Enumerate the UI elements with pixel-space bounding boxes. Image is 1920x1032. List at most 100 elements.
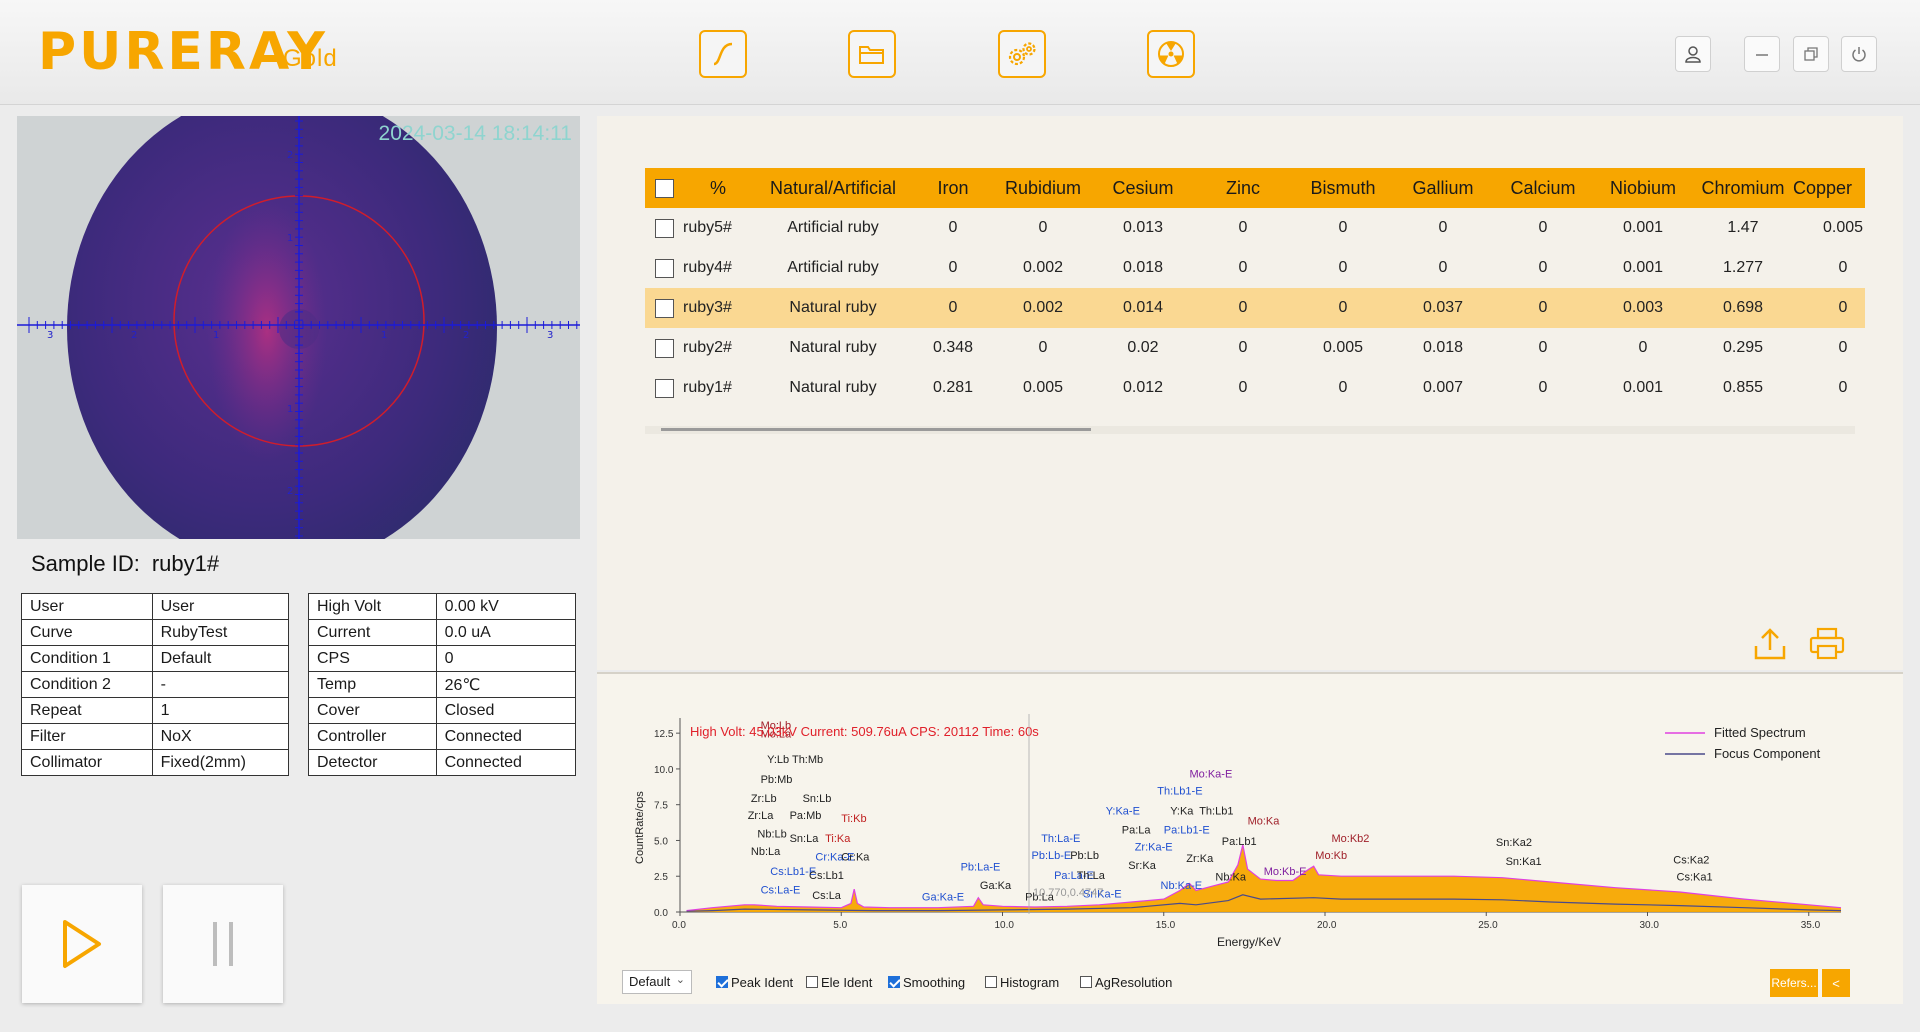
peak-label: Pb:La-E — [961, 862, 1001, 874]
row-checkbox[interactable] — [654, 338, 674, 358]
measurement-info-table: User User Curve RubyTest Condition 1 Default C… — [21, 593, 290, 776]
radiation-button[interactable] — [1147, 30, 1195, 78]
status-value: 0.00 kV — [435, 593, 577, 620]
minimize-icon — [1756, 54, 1768, 56]
table-cell: 0.855 — [1722, 379, 1764, 396]
info-value: NoX — [151, 723, 290, 750]
table-row[interactable]: ruby3# Natural ruby 0 0.002 0.014 0 0 0.037 0 0.0… — [645, 288, 1865, 328]
power-icon — [1852, 47, 1866, 62]
agresolution-toggle[interactable]: AgResolution — [1080, 972, 1172, 992]
refers-button[interactable]: Refers... — [1770, 969, 1818, 997]
peak-label: Pb:Mb — [761, 774, 793, 786]
smoothing-checkbox[interactable] — [888, 976, 900, 988]
histogram-toggle[interactable]: Histogram — [985, 972, 1059, 992]
curve-button[interactable] — [699, 30, 747, 78]
peak-label: Th:La — [1077, 870, 1106, 882]
x-tick-label: 10.0 — [995, 920, 1015, 931]
minimize-button[interactable] — [1744, 36, 1780, 72]
table-cell: 1.277 — [1722, 259, 1764, 276]
folder-icon — [859, 46, 884, 64]
table-cell: 0.005 — [1322, 339, 1364, 356]
table-row[interactable]: ruby4# Artificial ruby 0 0.002 0.018 0 0 0 0 0.00… — [645, 248, 1865, 288]
peak-label: Mo:Kb2 — [1332, 833, 1370, 845]
row-checkbox[interactable] — [654, 218, 674, 238]
select-all-checkbox[interactable] — [654, 179, 674, 199]
column-header[interactable]: Iron — [913, 168, 993, 208]
column-header[interactable]: Niobium — [1593, 168, 1693, 208]
user-button[interactable] — [1675, 36, 1711, 72]
status-row: Detector Connected — [308, 749, 577, 776]
sample-id-value: ruby1# — [151, 551, 220, 576]
column-header[interactable]: % — [683, 168, 753, 208]
power-button[interactable] — [1841, 36, 1877, 72]
ele-ident-toggle[interactable]: Ele Ident — [806, 972, 872, 992]
settings-button[interactable] — [998, 30, 1046, 78]
spectrum-chart[interactable]: 0.0 5.0 10.0 15.0 20.0 25.0 30.0 35.0 0.0 2.5 5.0 7… — [597, 674, 1903, 964]
row-checkbox[interactable] — [654, 378, 674, 398]
column-header[interactable]: Copper — [1793, 168, 1865, 208]
column-header[interactable]: Zinc — [1193, 168, 1293, 208]
ele-ident-checkbox[interactable] — [806, 976, 818, 988]
histogram-label: Histogram — [1000, 974, 1060, 990]
info-key: Filter — [21, 723, 153, 750]
results-panel — [597, 116, 1903, 670]
collapse-button[interactable]: < — [1822, 969, 1850, 997]
start-button[interactable] — [22, 885, 142, 1003]
column-header[interactable]: Calcium — [1493, 168, 1593, 208]
column-header[interactable]: Cesium — [1093, 168, 1193, 208]
table-row[interactable]: ruby2# Natural ruby 0.348 0 0.02 0 0.005 0.018 0… — [645, 328, 1865, 368]
peak-ident-checkbox[interactable] — [716, 976, 728, 988]
select-all-header[interactable] — [645, 168, 683, 208]
histogram-checkbox[interactable] — [985, 976, 997, 988]
peak-label: Pa:Mb — [790, 810, 822, 822]
table-cell: 0 — [1338, 259, 1348, 276]
table-cell: 0 — [1038, 219, 1048, 236]
table-cell: 0.005 — [1022, 379, 1064, 396]
column-header[interactable]: Bismuth — [1293, 168, 1393, 208]
table-cell: ruby3# — [683, 288, 753, 328]
export-button[interactable] — [1752, 626, 1788, 667]
table-horizontal-scrollbar[interactable] — [645, 426, 1855, 434]
row-select-cell[interactable] — [645, 328, 683, 368]
preset-select[interactable]: Default ⌄ — [622, 970, 692, 994]
pause-button[interactable] — [163, 885, 283, 1003]
y-axis-label: CountRate/cps — [634, 791, 646, 864]
legend-fitted-label: Fitted Spectrum — [1714, 725, 1806, 740]
row-select-cell[interactable] — [645, 368, 683, 408]
open-folder-button[interactable] — [848, 30, 896, 78]
row-checkbox[interactable] — [654, 258, 674, 278]
table-cell: 1.47 — [1727, 219, 1759, 236]
info-key: Condition 2 — [21, 671, 153, 698]
peak-ident-toggle[interactable]: Peak Ident — [716, 972, 793, 992]
row-select-cell[interactable] — [645, 208, 683, 248]
table-cell: 0 — [1293, 288, 1393, 328]
column-header[interactable]: Rubidium — [993, 168, 1093, 208]
camera-view[interactable]: 3 2 1 1 2 3 2 1 1 2 2024-03-14 18:14:11 — [17, 116, 580, 539]
table-cell: 0.012 — [1122, 379, 1164, 396]
printer-icon — [1809, 627, 1845, 660]
peak-label: Cs:Lb1-E — [770, 866, 816, 878]
table-row[interactable]: ruby1# Natural ruby 0.281 0.005 0.012 0 0 0.007… — [645, 368, 1865, 408]
row-select-cell[interactable] — [645, 248, 683, 288]
table-row[interactable]: ruby5# Artificial ruby 0 0 0.013 0 0 0 0 0.001 1.4… — [645, 208, 1865, 248]
peak-label: Zr:Lb — [751, 793, 777, 805]
peak-label: Nb:Ka-E — [1161, 880, 1203, 892]
status-value: 0.0 uA — [435, 619, 577, 646]
row-checkbox[interactable] — [654, 298, 674, 318]
upload-icon — [1754, 628, 1786, 660]
scrollbar-thumb[interactable] — [661, 428, 1091, 431]
restore-button[interactable] — [1793, 36, 1829, 72]
table-cell: 0 — [1638, 339, 1648, 356]
column-header[interactable]: Natural/Artificial — [753, 168, 913, 208]
smoothing-toggle[interactable]: Smoothing — [888, 972, 965, 992]
row-select-cell[interactable] — [645, 288, 683, 328]
results-table[interactable]: % Natural/Artificial Iron Rubidium Cesium Zin… — [645, 168, 1865, 418]
info-row: Filter NoX — [21, 723, 290, 750]
column-header[interactable]: Chromium — [1693, 168, 1793, 208]
print-button[interactable] — [1808, 626, 1846, 667]
info-value: User — [151, 593, 290, 620]
table-cell: 0 — [1493, 288, 1593, 328]
column-header[interactable]: Gallium — [1393, 168, 1493, 208]
agresolution-checkbox[interactable] — [1080, 976, 1092, 988]
radiation-icon — [1158, 41, 1184, 67]
